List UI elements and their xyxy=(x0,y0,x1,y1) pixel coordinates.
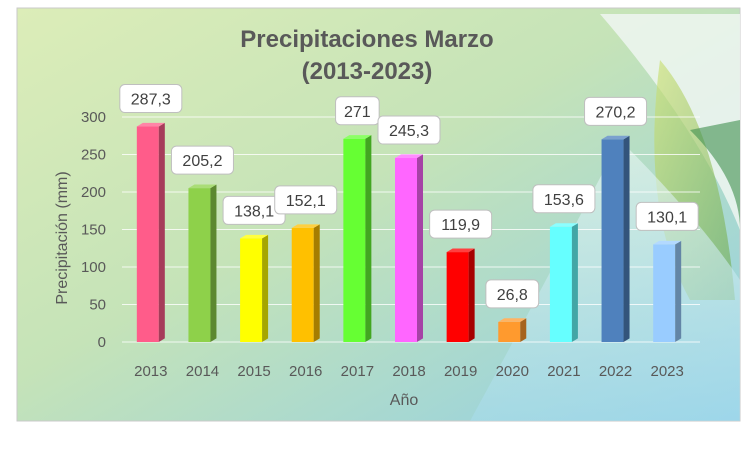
bar-2013 xyxy=(136,122,165,343)
svg-text:119,9: 119,9 xyxy=(441,217,480,234)
x-tick-label: 2021 xyxy=(547,363,580,380)
bar-2015 xyxy=(240,234,269,342)
chart-title: Precipitaciones Marzo xyxy=(240,26,493,53)
x-axis-ticks: 2013 2014 2015 2016 2017 2018 2019 2020 2021 2022… xyxy=(134,363,684,380)
y-tick-label: 250 xyxy=(81,147,106,164)
x-axis-label: Año xyxy=(390,392,419,409)
svg-text:245,3: 245,3 xyxy=(389,123,429,140)
svg-text:153,6: 153,6 xyxy=(544,192,584,209)
x-tick-label: 2018 xyxy=(392,363,425,380)
bars xyxy=(136,122,682,343)
y-tick-label: 300 xyxy=(81,109,106,126)
y-tick-label: 50 xyxy=(89,297,106,314)
x-tick-label: 2023 xyxy=(650,363,683,380)
y-tick-label: 200 xyxy=(81,184,106,201)
x-tick-label: 2016 xyxy=(289,363,322,380)
chart-subtitle: (2013-2023) xyxy=(302,58,433,85)
svg-text:270,2: 270,2 xyxy=(596,104,636,121)
bar-2016 xyxy=(291,224,320,342)
data-label-2014: 205,2 xyxy=(170,145,234,175)
data-label-2023: 130,1 xyxy=(635,201,699,231)
bar-2014 xyxy=(188,184,217,342)
svg-text:130,1: 130,1 xyxy=(647,209,687,226)
x-tick-label: 2017 xyxy=(341,363,374,380)
x-tick-label: 2013 xyxy=(134,363,167,380)
x-tick-label: 2015 xyxy=(237,363,270,380)
data-label-2018: 245,3 xyxy=(377,115,441,145)
data-label-2015: 138,1 xyxy=(222,195,286,225)
bar-2021 xyxy=(549,223,578,342)
y-tick-label: 100 xyxy=(81,259,106,276)
bar-2020 xyxy=(498,318,527,342)
x-tick-label: 2020 xyxy=(496,363,529,380)
svg-text:138,1: 138,1 xyxy=(234,203,274,220)
bar-2017 xyxy=(343,135,372,342)
y-axis-ticks: 0 50 100 150 200 250 300 xyxy=(81,109,106,351)
y-axis-label: Precipitación (mm) xyxy=(54,171,71,304)
bar-2019 xyxy=(446,248,475,342)
svg-text:205,2: 205,2 xyxy=(182,153,222,170)
data-label-2022: 270,2 xyxy=(584,96,648,126)
data-labels: 287,3 205,2 138,1 152,1 271 245,3 119,9 26,8 153… xyxy=(119,84,699,309)
y-tick-label: 0 xyxy=(98,334,106,351)
data-label-2019: 119,9 xyxy=(429,209,493,239)
x-tick-label: 2019 xyxy=(444,363,477,380)
data-label-2016: 152,1 xyxy=(274,185,338,215)
bar-2023 xyxy=(653,240,682,342)
data-label-2017: 271 xyxy=(335,96,380,126)
svg-text:152,1: 152,1 xyxy=(286,193,326,210)
bar-2022 xyxy=(601,135,630,342)
x-tick-label: 2014 xyxy=(186,363,219,380)
x-tick-label: 2022 xyxy=(599,363,632,380)
y-tick-label: 150 xyxy=(81,222,106,239)
data-label-2013: 287,3 xyxy=(119,84,183,114)
svg-text:271: 271 xyxy=(344,104,371,121)
data-label-2021: 153,6 xyxy=(532,184,596,214)
data-label-2020: 26,8 xyxy=(485,279,540,309)
svg-text:287,3: 287,3 xyxy=(131,92,171,109)
bar-2018 xyxy=(395,154,423,342)
svg-text:26,8: 26,8 xyxy=(497,287,528,304)
